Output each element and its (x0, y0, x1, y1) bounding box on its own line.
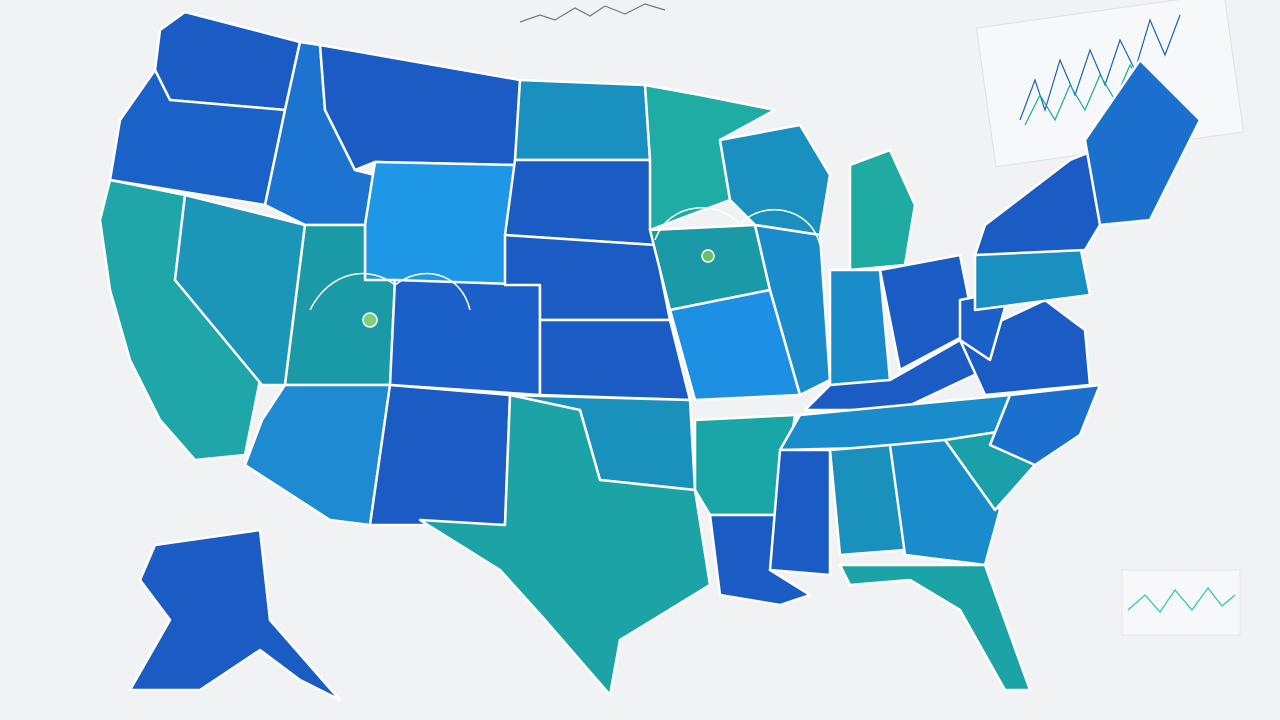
state (503, 158, 657, 247)
state (828, 268, 892, 387)
state (768, 448, 832, 577)
markers (309, 207, 821, 328)
state (173, 193, 307, 387)
state (368, 383, 512, 527)
state (513, 78, 652, 162)
state (838, 563, 1032, 692)
state (128, 528, 342, 702)
state (538, 318, 692, 402)
state (888, 438, 1002, 567)
sparkline-panel (1121, 569, 1241, 636)
sparkline-top (519, 3, 666, 23)
state (958, 298, 1092, 397)
state (753, 223, 832, 397)
state (363, 160, 517, 287)
states (98, 10, 1202, 702)
state (418, 393, 712, 697)
state (1083, 58, 1202, 227)
state (848, 148, 917, 272)
